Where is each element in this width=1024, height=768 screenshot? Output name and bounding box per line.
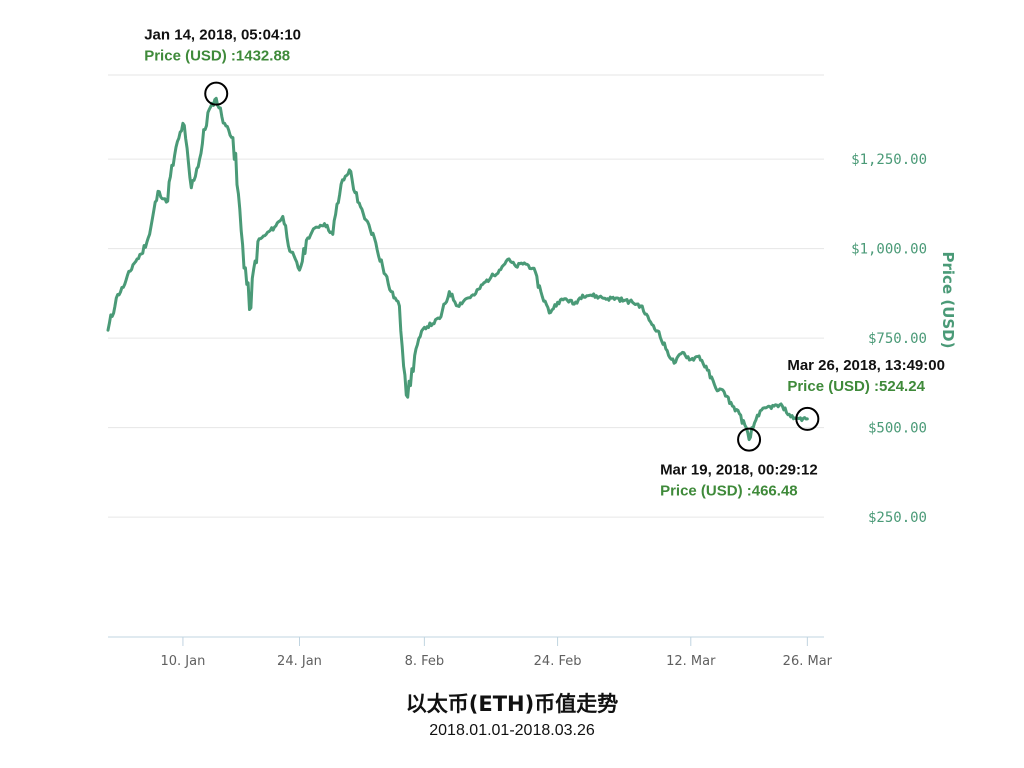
x-tick-labels: 10. Jan 24. Jan 8. Feb 24. Feb 12. Mar 26. Ma…	[161, 637, 833, 669]
x-tick-label: 8. Feb	[405, 654, 445, 669]
annotation-price: Price (USD) :466.48	[660, 483, 798, 500]
y-axis-title: Price (USD)	[939, 252, 957, 349]
marker-circle	[204, 81, 229, 106]
marker-circle	[737, 427, 762, 452]
marker-circle	[795, 406, 820, 431]
price-line	[106, 96, 809, 442]
annotations: Jan 14, 2018, 05:04:10 Price (USD) :1432.…	[144, 27, 945, 500]
annotation-date: Mar 26, 2018, 13:49:00	[787, 357, 945, 374]
y-tick-label: $250.00	[868, 510, 927, 526]
y-tick-label: $500.00	[868, 421, 927, 437]
annotation-date: Jan 14, 2018, 05:04:10	[144, 27, 301, 44]
y-tick-labels: $250.00 $500.00 $750.00 $1,000.00 $1,250.00	[851, 152, 927, 526]
annotation-price: Price (USD) :1432.88	[144, 48, 290, 65]
y-tick-label: $1,000.00	[851, 242, 927, 258]
y-tick-label: $1,250.00	[851, 152, 927, 168]
annotation-date: Mar 19, 2018, 00:29:12	[660, 462, 818, 479]
chart-subtitle: 2018.01.01-2018.03.26	[429, 722, 595, 739]
x-tick-label: 24. Jan	[277, 654, 322, 669]
x-tick-label: 24. Feb	[534, 654, 582, 669]
x-tick-label: 10. Jan	[161, 654, 206, 669]
chart-title: 以太币(ETH)币值走势	[405, 692, 619, 716]
y-tick-label: $750.00	[868, 331, 927, 347]
x-tick-label: 26. Mar	[783, 654, 833, 669]
x-tick-label: 12. Mar	[666, 654, 716, 669]
grid-lines	[108, 74, 824, 518]
price-series	[106, 96, 809, 442]
annotation-price: Price (USD) :524.24	[787, 378, 925, 395]
